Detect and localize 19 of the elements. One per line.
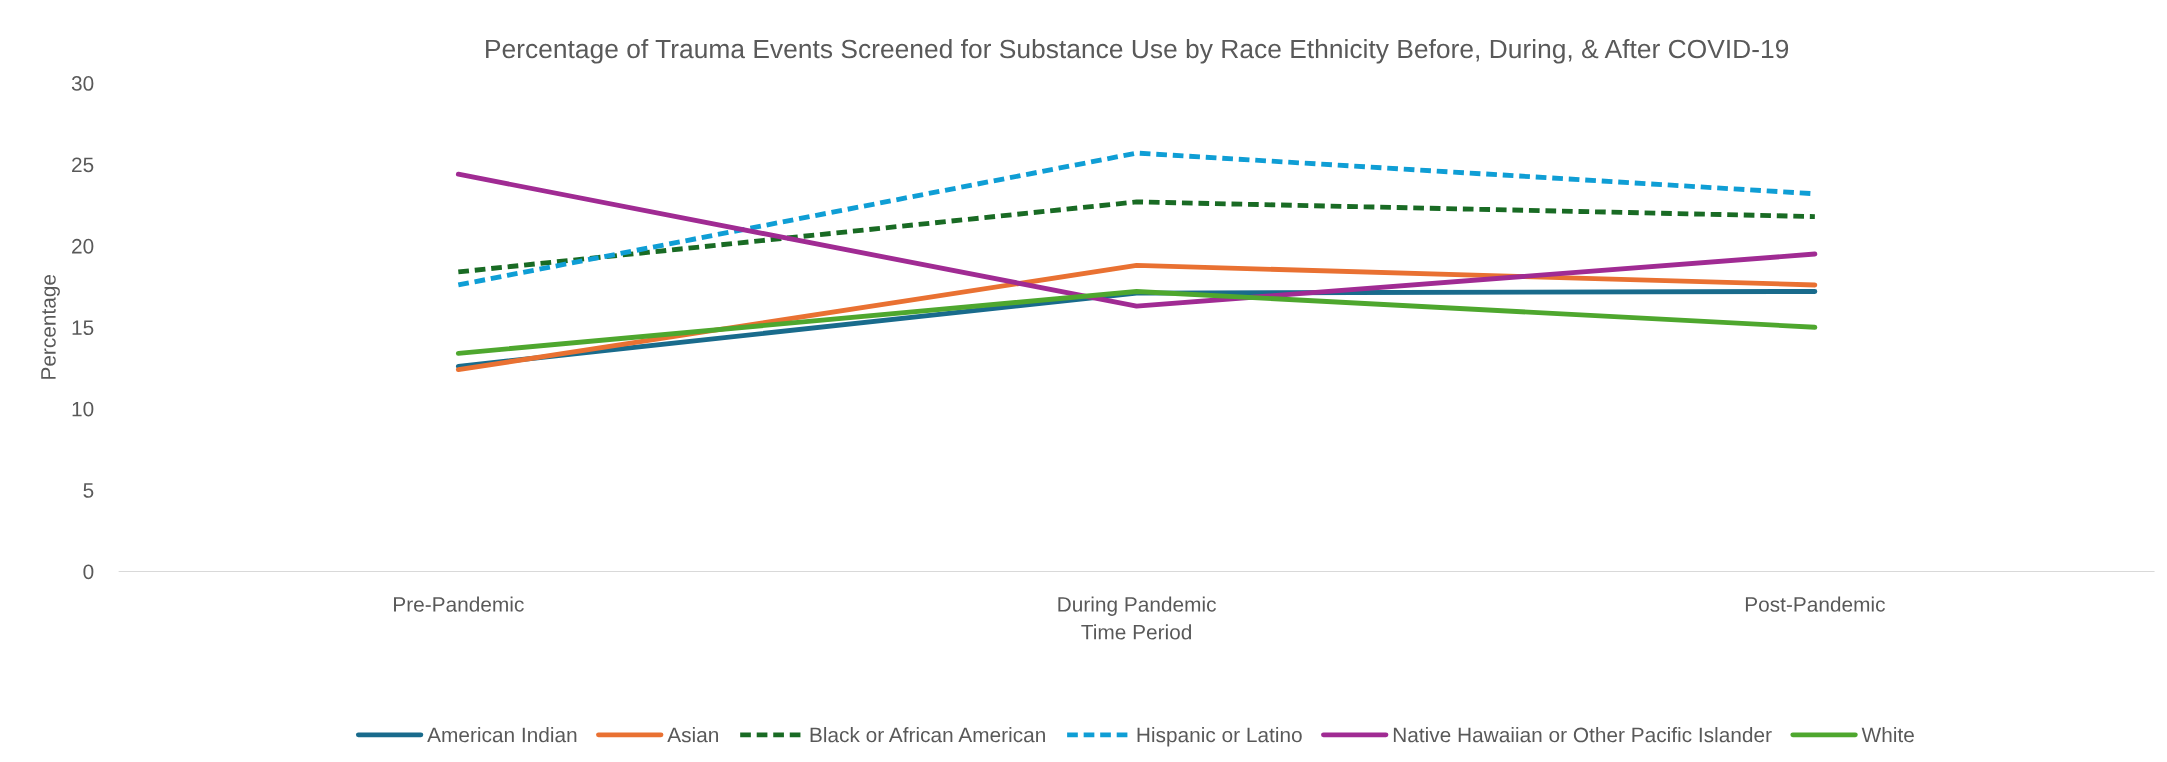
- y-tick-label: 30: [71, 76, 94, 91]
- y-tick-label: 20: [72, 238, 94, 254]
- x-tick-label: Post-Pandemic: [1745, 596, 1885, 612]
- y-tick-label: 15: [72, 320, 94, 336]
- legend-label: White: [1861, 727, 1914, 743]
- y-tick-label: 0: [83, 564, 94, 580]
- y-axis-title: Percentage: [41, 274, 60, 379]
- legend-label: American Indian: [427, 727, 577, 743]
- x-axis-title: Time Period: [1081, 624, 1192, 640]
- y-tick-label: 5: [83, 483, 94, 498]
- legend-label: Hispanic or Latino: [1137, 727, 1302, 747]
- legend-label: Black or African American: [810, 727, 1045, 743]
- legend-label: Asian: [667, 727, 718, 743]
- legend-label: Native Hawaiian or Other Pacific Islander: [1393, 727, 1772, 743]
- y-tick-label: 25: [72, 157, 94, 173]
- y-tick-label: 10: [72, 401, 94, 417]
- chart-title: Percentage of Trauma Events Screened for Substance Use by Race Ethnicity Before, During, & After COVID-19: [486, 38, 1789, 64]
- x-tick-label: Pre-Pandemic: [394, 596, 524, 612]
- x-tick-label: During Pandemic: [1058, 596, 1216, 616]
